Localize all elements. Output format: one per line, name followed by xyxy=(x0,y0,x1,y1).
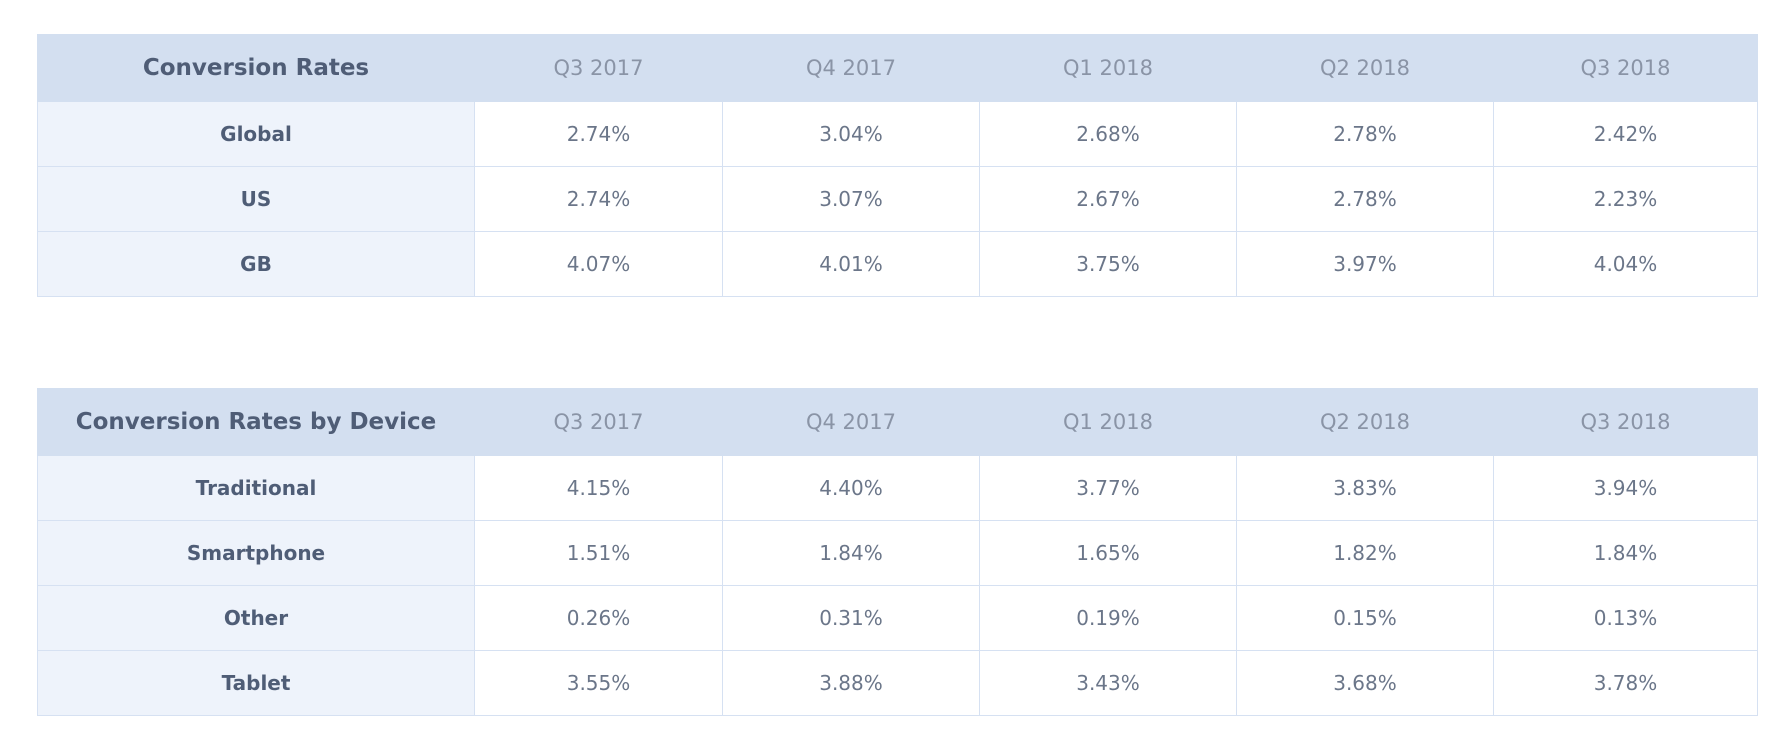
table-cell: 0.19% xyxy=(979,585,1237,651)
table-cell: 1.84% xyxy=(1493,520,1758,586)
column-header: Q3 2017 xyxy=(474,34,723,102)
table-cell: 3.75% xyxy=(979,231,1237,297)
table-title: Conversion Rates xyxy=(37,34,475,102)
table-cell: 2.74% xyxy=(474,101,723,167)
table-cell: 2.78% xyxy=(1236,101,1494,167)
header-row: Conversion Rates Q3 2017 Q4 2017 Q1 2018… xyxy=(37,34,1758,102)
row-label: US xyxy=(37,166,475,232)
table-cell: 0.31% xyxy=(722,585,980,651)
table-row: Other 0.26% 0.31% 0.19% 0.15% 0.13% xyxy=(37,585,1758,651)
table-cell: 0.26% xyxy=(474,585,723,651)
table-cell: 1.82% xyxy=(1236,520,1494,586)
table-cell: 1.84% xyxy=(722,520,980,586)
column-header: Q3 2017 xyxy=(474,388,723,456)
table-cell: 1.51% xyxy=(474,520,723,586)
column-header: Q4 2017 xyxy=(722,34,980,102)
table-cell: 3.83% xyxy=(1236,455,1494,521)
table-cell: 3.07% xyxy=(722,166,980,232)
table-cell: 3.94% xyxy=(1493,455,1758,521)
header-row: Conversion Rates by Device Q3 2017 Q4 20… xyxy=(37,388,1758,456)
table-cell: 3.97% xyxy=(1236,231,1494,297)
table-row: Smartphone 1.51% 1.84% 1.65% 1.82% 1.84% xyxy=(37,520,1758,586)
row-label: Global xyxy=(37,101,475,167)
column-header: Q1 2018 xyxy=(979,34,1237,102)
table-cell: 0.15% xyxy=(1236,585,1494,651)
table-cell: 4.04% xyxy=(1493,231,1758,297)
table-cell: 4.01% xyxy=(722,231,980,297)
table-row: Traditional 4.15% 4.40% 3.77% 3.83% 3.94… xyxy=(37,455,1758,521)
table-cell: 4.15% xyxy=(474,455,723,521)
conversion-rates-by-device-table: Conversion Rates by Device Q3 2017 Q4 20… xyxy=(37,388,1758,716)
table-cell: 3.88% xyxy=(722,650,980,716)
table-title: Conversion Rates by Device xyxy=(37,388,475,456)
table-cell: 3.55% xyxy=(474,650,723,716)
row-label: Traditional xyxy=(37,455,475,521)
table-cell: 3.43% xyxy=(979,650,1237,716)
column-header: Q2 2018 xyxy=(1236,388,1494,456)
row-label: Smartphone xyxy=(37,520,475,586)
table-cell: 2.68% xyxy=(979,101,1237,167)
table-cell: 4.07% xyxy=(474,231,723,297)
table-cell: 4.40% xyxy=(722,455,980,521)
table-row: Tablet 3.55% 3.88% 3.43% 3.68% 3.78% xyxy=(37,650,1758,716)
row-label: Tablet xyxy=(37,650,475,716)
table-cell: 3.04% xyxy=(722,101,980,167)
conversion-rates-table: Conversion Rates Q3 2017 Q4 2017 Q1 2018… xyxy=(37,34,1758,297)
table-row: GB 4.07% 4.01% 3.75% 3.97% 4.04% xyxy=(37,231,1758,297)
table-cell: 2.78% xyxy=(1236,166,1494,232)
table-cell: 3.78% xyxy=(1493,650,1758,716)
table-cell: 2.67% xyxy=(979,166,1237,232)
column-header: Q3 2018 xyxy=(1493,34,1758,102)
row-label: Other xyxy=(37,585,475,651)
column-header: Q4 2017 xyxy=(722,388,980,456)
row-label: GB xyxy=(37,231,475,297)
column-header: Q1 2018 xyxy=(979,388,1237,456)
table-cell: 2.42% xyxy=(1493,101,1758,167)
column-header: Q2 2018 xyxy=(1236,34,1494,102)
table-cell: 2.74% xyxy=(474,166,723,232)
table-cell: 2.23% xyxy=(1493,166,1758,232)
table-cell: 0.13% xyxy=(1493,585,1758,651)
table-row: Global 2.74% 3.04% 2.68% 2.78% 2.42% xyxy=(37,101,1758,167)
column-header: Q3 2018 xyxy=(1493,388,1758,456)
table-cell: 3.77% xyxy=(979,455,1237,521)
table-cell: 3.68% xyxy=(1236,650,1494,716)
table-cell: 1.65% xyxy=(979,520,1237,586)
table-row: US 2.74% 3.07% 2.67% 2.78% 2.23% xyxy=(37,166,1758,232)
